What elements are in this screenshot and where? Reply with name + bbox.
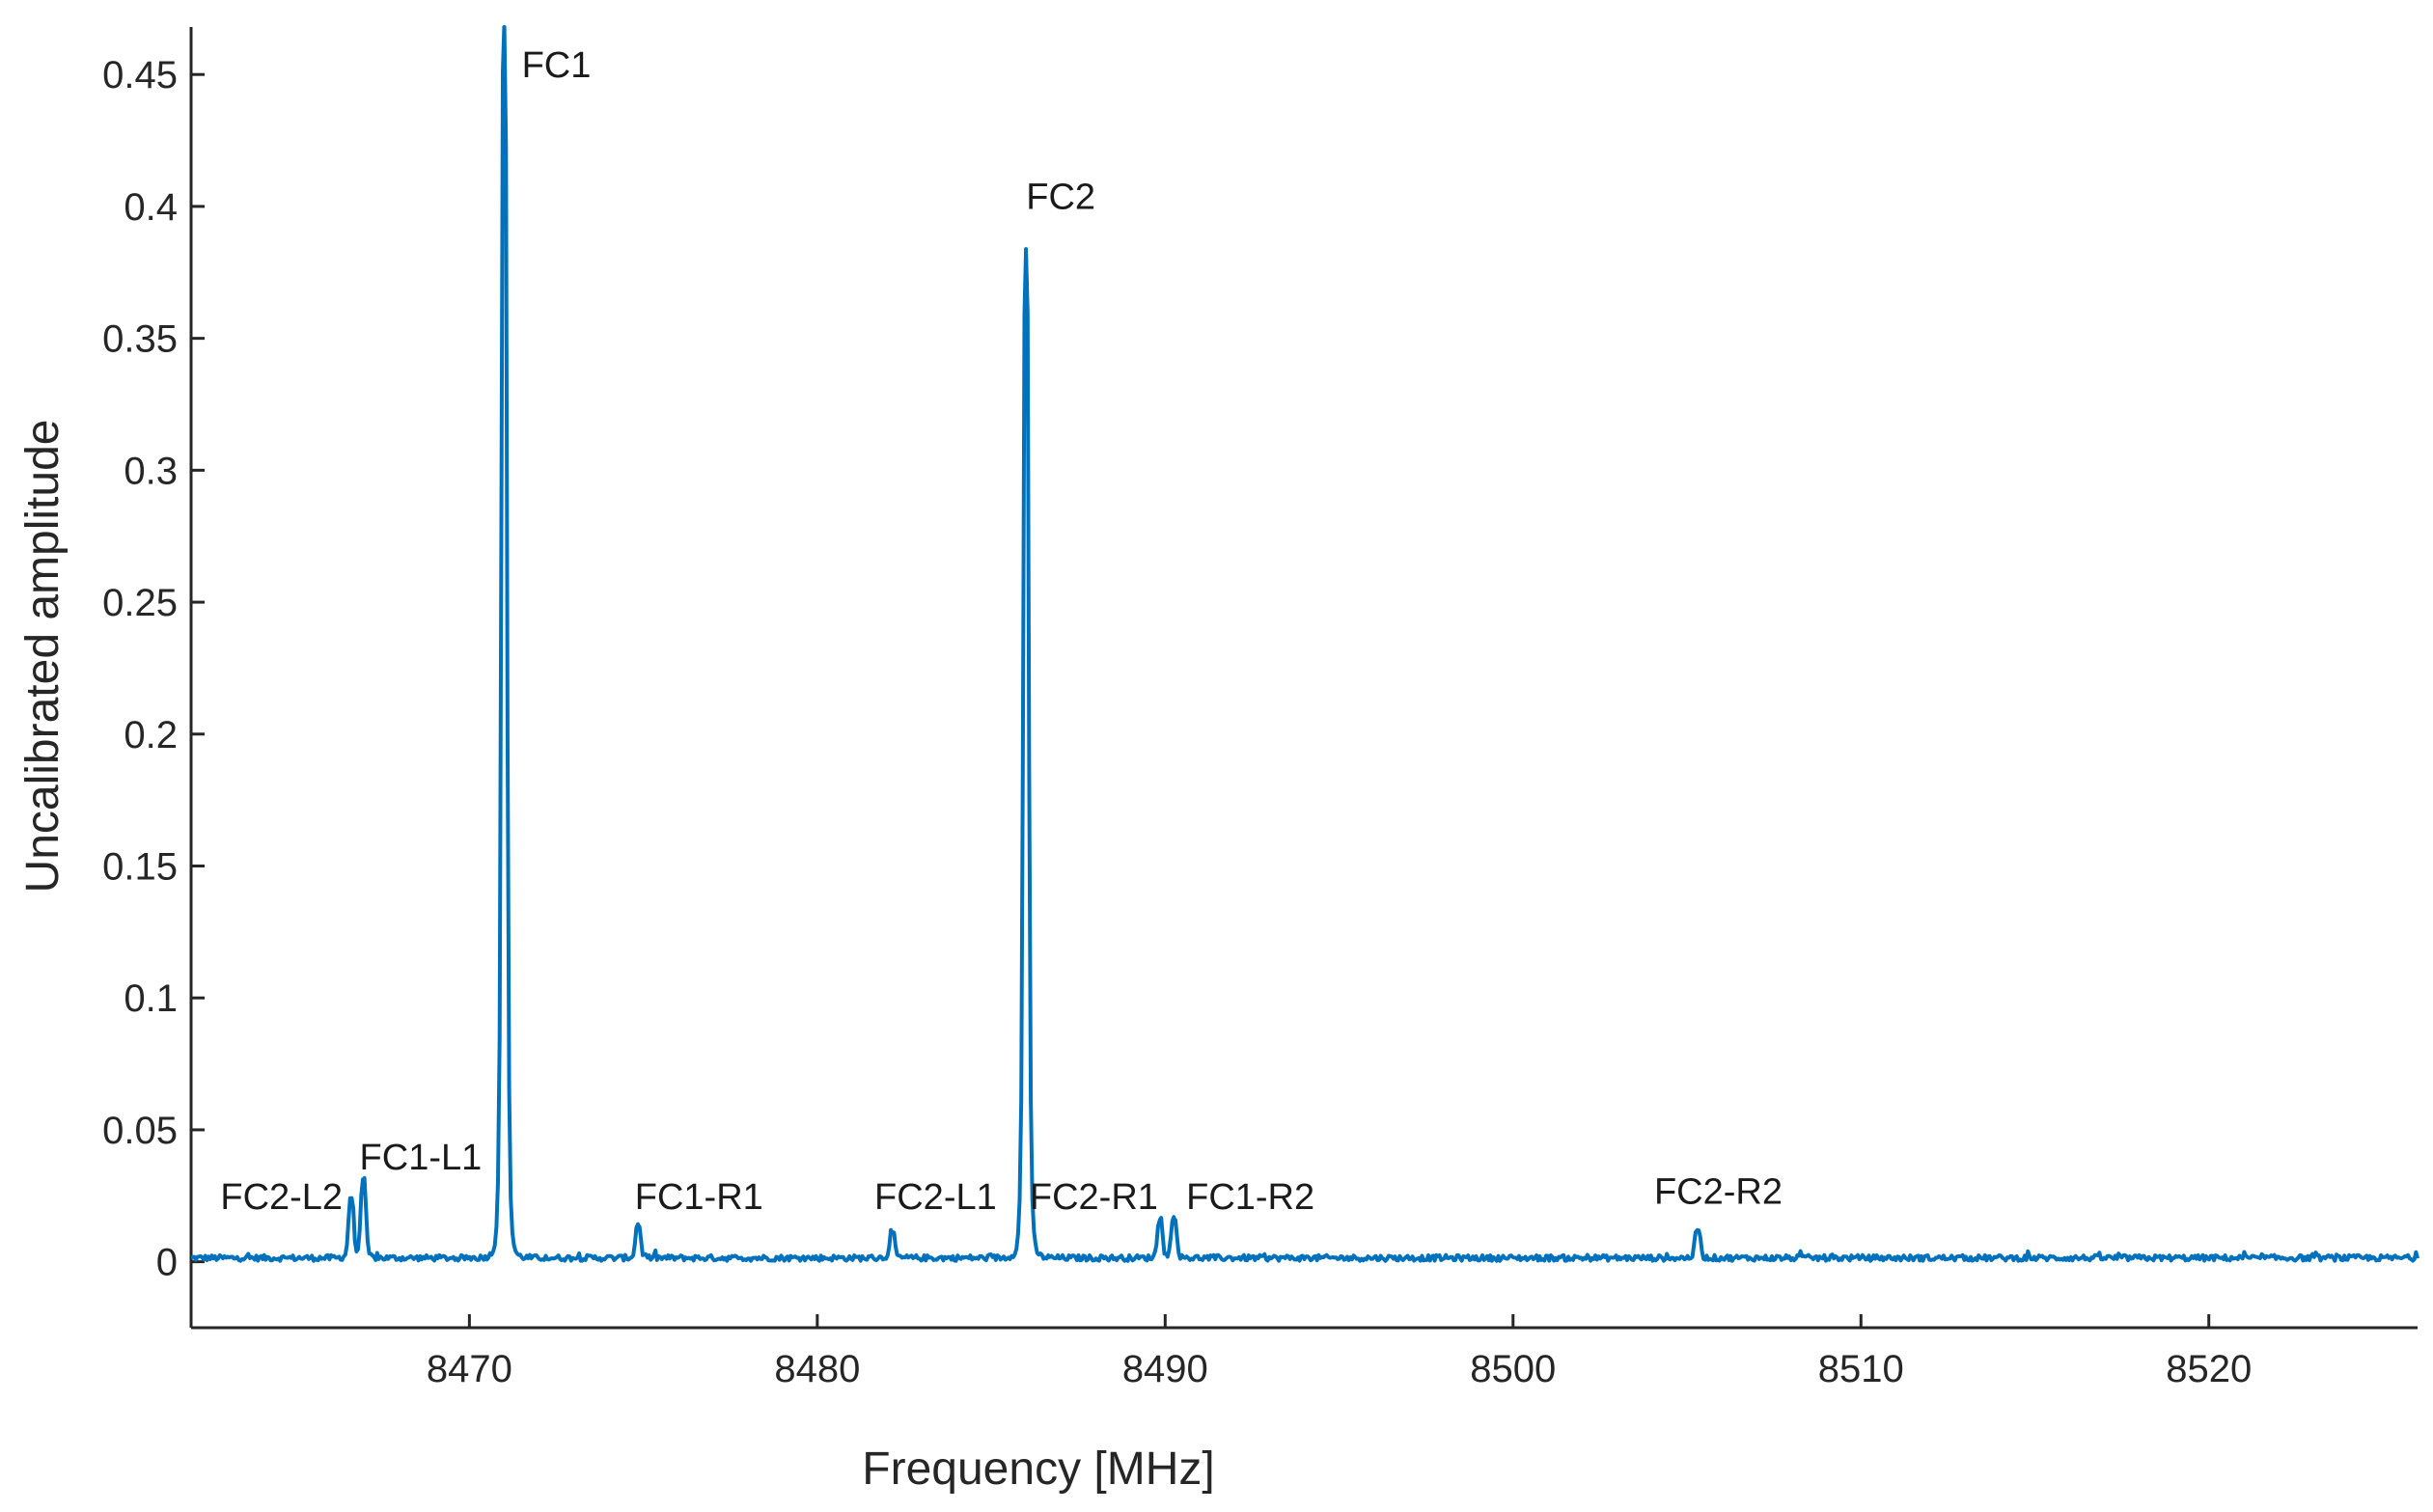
y-tick-label: 0.35 [102, 318, 178, 361]
x-axis-title: Frequency [MHz] [862, 1443, 1214, 1495]
y-ticks: 0 0.05 0.1 0.15 0.2 0.25 0.3 0.35 0.4 0.45 [102, 54, 205, 1284]
axes [189, 27, 2418, 1330]
peak-label: FC2-L1 [874, 1177, 997, 1218]
series-line-spectrum [190, 25, 2419, 1263]
x-tick-label: 8470 [427, 1348, 512, 1390]
peak-label: FC2-R1 [1030, 1177, 1158, 1218]
peak-label: FC1 [522, 45, 592, 86]
y-tick-label: 0 [156, 1242, 178, 1284]
peak-label: FC2-L2 [220, 1177, 343, 1218]
x-ticks: 8470 8480 8490 8500 8510 8520 [427, 1314, 2252, 1390]
x-tick-label: 8500 [1470, 1348, 1556, 1390]
y-tick-label: 0.25 [102, 582, 178, 624]
peak-annotations: FC2-L2 FC1-L1 FC1 FC1-R1 FC2-L1 FC2 FC2-R1 FC1-… [220, 45, 1783, 1218]
peak-label: FC2-R2 [1654, 1171, 1783, 1212]
y-axis-title: Uncalibrated amplitude [17, 420, 69, 893]
series [190, 25, 2419, 1263]
peak-label: FC1-R2 [1186, 1177, 1314, 1218]
x-tick-label: 8490 [1122, 1348, 1208, 1390]
y-tick-label: 0.3 [124, 450, 178, 492]
y-tick-label: 0.4 [124, 186, 178, 229]
peak-label: FC1-L1 [360, 1138, 483, 1178]
x-tick-label: 8510 [1818, 1348, 1904, 1390]
y-tick-label: 0.45 [102, 54, 178, 96]
peak-label: FC1-R1 [635, 1177, 763, 1218]
y-tick-label: 0.2 [124, 714, 178, 756]
y-tick-label: 0.05 [102, 1110, 178, 1152]
x-tick-label: 8480 [774, 1348, 860, 1390]
y-tick-label: 0.15 [102, 846, 178, 889]
peak-label: FC2 [1026, 178, 1095, 218]
y-tick-label: 0.1 [124, 977, 178, 1020]
x-tick-label: 8520 [2166, 1348, 2252, 1390]
